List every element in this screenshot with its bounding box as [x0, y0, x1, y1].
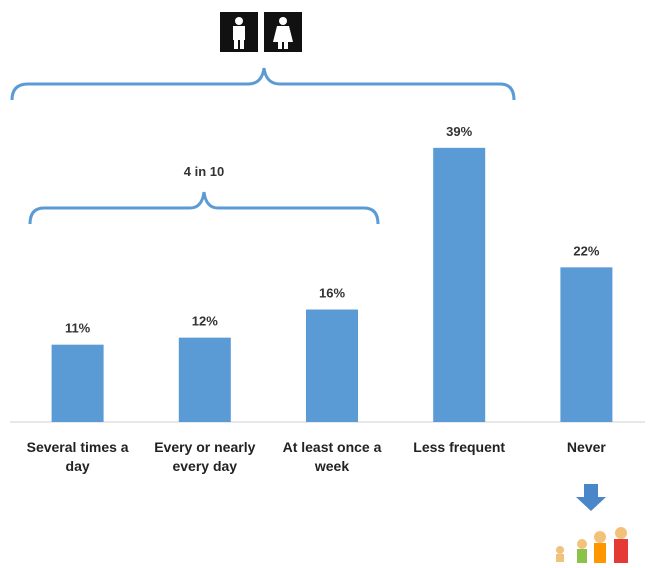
value-label: 22% [573, 243, 599, 258]
x-tick-label: Less frequent [413, 439, 506, 455]
x-tick-label: Every or nearly every day [154, 439, 256, 474]
bar [51, 344, 104, 422]
value-label: 11% [65, 321, 91, 336]
gender-icons [220, 12, 302, 52]
value-label: 16% [319, 286, 345, 301]
x-tick-label: At least once a week [282, 439, 382, 474]
down-arrow [576, 484, 606, 511]
family-icon [556, 527, 628, 563]
value-label: 12% [192, 314, 218, 329]
bar [433, 147, 486, 422]
bar [560, 267, 613, 422]
bar [178, 337, 231, 422]
brace-all [10, 67, 516, 101]
annotation: 4 in 10 [184, 164, 224, 179]
x-tick-label: Several times a day [26, 439, 129, 474]
x-tick-label: Never [566, 439, 606, 455]
value-label: 39% [446, 124, 472, 139]
brace-four-in-ten [28, 191, 380, 225]
bar [306, 309, 358, 422]
